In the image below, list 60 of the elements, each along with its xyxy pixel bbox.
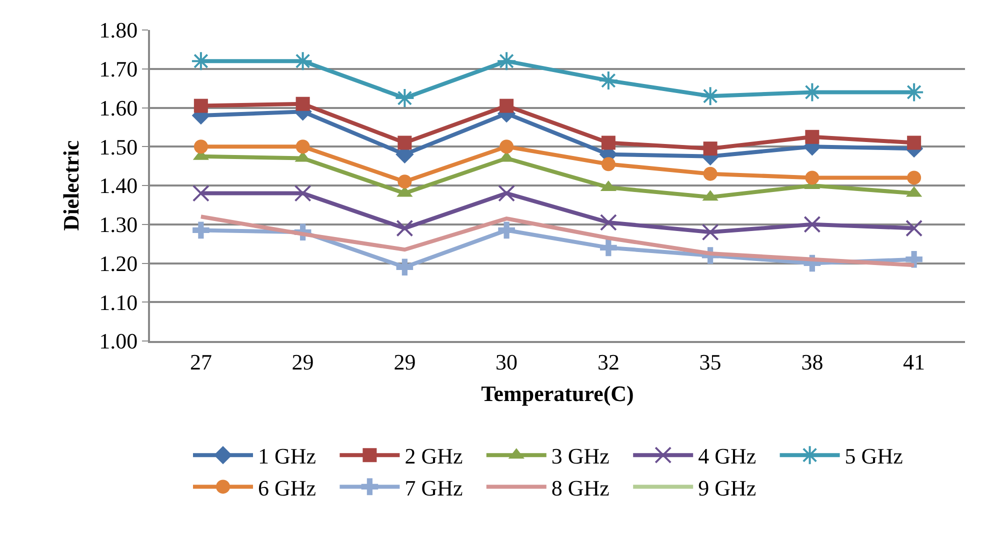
x-tick-label: 35 xyxy=(699,349,722,374)
y-tick-label: 1.80 xyxy=(99,18,138,43)
point xyxy=(703,166,718,181)
point xyxy=(192,222,210,239)
point xyxy=(702,224,719,241)
point xyxy=(498,222,515,239)
point xyxy=(498,184,516,202)
point xyxy=(598,70,618,91)
x-tick-label: 27 xyxy=(190,349,212,374)
point xyxy=(394,88,415,108)
point xyxy=(601,136,616,150)
legend-label: 5 GHz xyxy=(844,444,904,469)
legend-label: 2 GHz xyxy=(404,444,463,469)
point xyxy=(805,130,820,144)
point xyxy=(907,170,922,185)
point xyxy=(496,51,517,72)
point xyxy=(296,140,310,154)
y-tick-label: 1.20 xyxy=(99,250,138,276)
point xyxy=(600,214,617,231)
point xyxy=(398,136,412,150)
x-tick-label: 38 xyxy=(801,349,824,374)
y-axis-title: Dielectric xyxy=(58,140,84,231)
point xyxy=(396,258,414,276)
point xyxy=(805,170,820,185)
point xyxy=(906,220,923,237)
point xyxy=(296,96,310,111)
point xyxy=(500,98,514,113)
x-axis-title: Temperature(C) xyxy=(481,380,634,406)
y-tick-label: 1.00 xyxy=(99,328,138,354)
x-tick-label: 29 xyxy=(394,349,416,374)
point xyxy=(601,157,616,172)
y-tick-label: 1.50 xyxy=(99,134,138,160)
legend-label: 1 GHz xyxy=(258,444,316,469)
point xyxy=(500,140,514,154)
y-tick-label: 1.30 xyxy=(99,212,138,238)
legend-label: 8 GHz xyxy=(551,475,610,500)
legend-label: 6 GHz xyxy=(258,475,316,500)
legend-label: 4 GHz xyxy=(698,444,756,469)
point xyxy=(294,184,312,202)
y-tick-label: 1.10 xyxy=(99,290,138,315)
legend-label: 9 GHz xyxy=(698,475,756,500)
point xyxy=(600,239,617,256)
point xyxy=(396,220,414,237)
x-tick-label: 32 xyxy=(597,349,620,374)
y-tick-label: 1.40 xyxy=(99,173,138,198)
point xyxy=(398,174,412,189)
y-tick-label: 1.70 xyxy=(99,56,138,82)
point xyxy=(703,142,718,156)
x-tick-label: 30 xyxy=(496,349,518,374)
point xyxy=(194,140,208,154)
point xyxy=(194,98,208,113)
y-tick-label: 1.60 xyxy=(99,95,138,120)
x-tick-label: 29 xyxy=(292,349,314,374)
x-tick-label: 41 xyxy=(903,349,926,374)
legend-label: 7 GHz xyxy=(404,475,463,500)
point xyxy=(907,136,922,150)
legend-label: 3 GHz xyxy=(551,444,610,469)
point xyxy=(192,184,210,202)
point xyxy=(906,250,922,268)
point xyxy=(804,216,821,233)
